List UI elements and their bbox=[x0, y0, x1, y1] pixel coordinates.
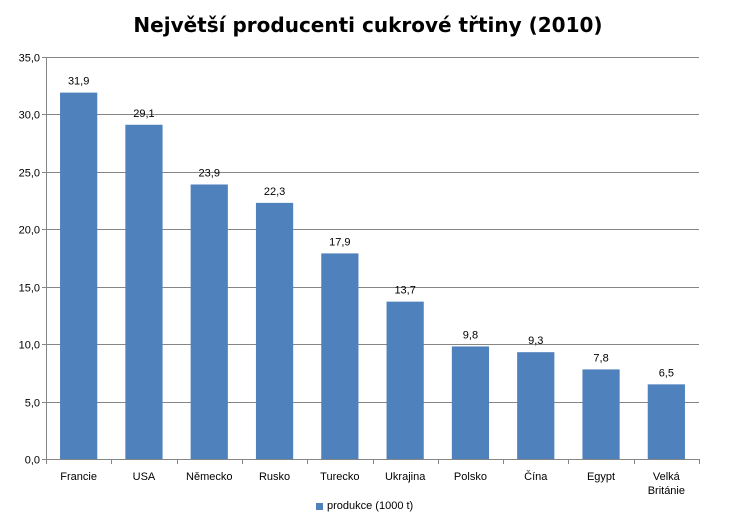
data-label: 23,9 bbox=[199, 167, 220, 179]
x-tick-label: Turecko bbox=[320, 471, 359, 483]
data-label: 22,3 bbox=[264, 186, 285, 198]
chart-title: Největší producenti cukrové třtiny (2010… bbox=[133, 13, 603, 37]
x-tick-label: USA bbox=[133, 471, 156, 483]
bar bbox=[451, 346, 490, 459]
y-tick-label: 35,0 bbox=[19, 53, 40, 65]
y-tick-label: 25,0 bbox=[19, 168, 40, 180]
x-tick-label: Ukrajina bbox=[385, 471, 426, 483]
bar bbox=[386, 301, 424, 459]
bar bbox=[125, 124, 163, 459]
y-tick-label: 10,0 bbox=[19, 340, 40, 352]
bar bbox=[190, 184, 228, 459]
data-label: 17,9 bbox=[329, 236, 350, 248]
legend-label: produkce (1000 t) bbox=[327, 500, 414, 512]
data-label: 31,9 bbox=[68, 76, 89, 88]
bar bbox=[582, 369, 620, 459]
bar bbox=[321, 253, 359, 459]
data-label: 29,1 bbox=[133, 108, 154, 120]
data-label: 9,8 bbox=[463, 329, 478, 341]
data-label: 9,3 bbox=[528, 335, 543, 347]
x-tick-label: Polsko bbox=[454, 471, 487, 483]
data-label: 13,7 bbox=[394, 285, 415, 297]
bar bbox=[60, 92, 98, 459]
bar bbox=[517, 352, 555, 459]
data-label: 7,8 bbox=[593, 352, 608, 364]
y-tick-label: 0,0 bbox=[25, 455, 40, 467]
legend-swatch bbox=[316, 502, 323, 510]
x-tick-label: Velká Británie bbox=[648, 471, 685, 497]
x-tick-label: Francie bbox=[60, 471, 97, 483]
x-tick-label: Německo bbox=[186, 471, 232, 483]
y-tick-label: 20,0 bbox=[19, 225, 40, 237]
x-tick-label: Čína bbox=[524, 470, 548, 483]
legend: produkce (1000 t) bbox=[316, 500, 413, 512]
x-tick-label: Rusko bbox=[259, 471, 290, 483]
x-tick-label: Egypt bbox=[587, 471, 615, 483]
data-label: 6,5 bbox=[659, 367, 674, 379]
bar bbox=[647, 384, 685, 459]
y-tick-label: 5,0 bbox=[25, 398, 40, 410]
y-tick-label: 15,0 bbox=[19, 283, 40, 295]
bar bbox=[255, 202, 294, 459]
y-tick-label: 30,0 bbox=[19, 110, 40, 122]
